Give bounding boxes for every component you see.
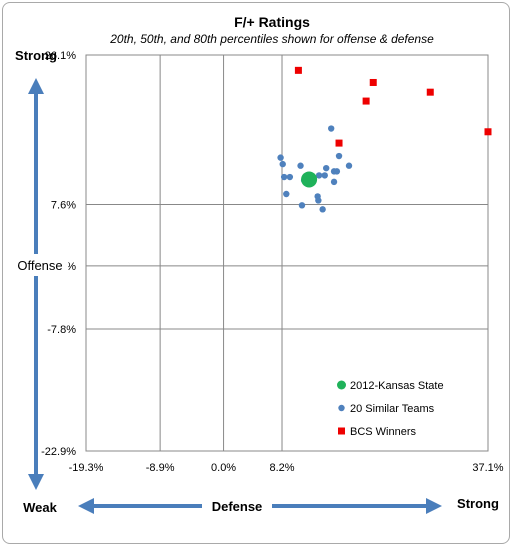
legend-marker-large-circle [337, 380, 346, 390]
x-tick-label: 0.0% [211, 462, 236, 474]
bcs-winner-point [294, 66, 302, 74]
x-tick-label: -19.3% [69, 462, 104, 474]
x-tick-label: -8.9% [146, 462, 175, 474]
x-tick-label: 8.2% [269, 462, 294, 474]
legend-item-bcs-winners: BCS Winners [350, 426, 417, 438]
bcs-winner-point [369, 78, 377, 86]
chart-title: F/+ Ratings [234, 14, 310, 30]
legend: 2012-Kansas State 20 Similar Teams BCS Win… [337, 380, 444, 438]
defense-label-bg [202, 496, 272, 516]
y-tick-label: 26.1% [45, 50, 76, 62]
similar-team-point [315, 197, 322, 204]
similar-team-point [345, 162, 353, 169]
offense-axis-label: Offense [17, 258, 62, 273]
legend-marker-circle [338, 404, 345, 412]
offense-label-bg [12, 254, 68, 276]
similar-team-point [321, 172, 328, 179]
legend-item-similar-teams: 20 Similar Teams [350, 403, 435, 415]
y-tick-label: -7.8% [47, 324, 76, 336]
kansas-state-point [301, 171, 318, 188]
similar-team-point [297, 162, 304, 169]
similar-team-point [330, 178, 338, 186]
similar-team-point [283, 190, 290, 198]
offense-axis-arrow [28, 78, 44, 490]
y-tick-label: 7.6% [51, 200, 76, 212]
legend-item-kansas-state: 2012-Kansas State [350, 380, 444, 392]
weak-label: Weak [23, 500, 57, 515]
similar-team-point [335, 152, 343, 160]
plot-area [85, 54, 489, 452]
similar-team-point [298, 202, 306, 209]
x-tick-label: 37.1% [472, 462, 503, 474]
similar-team-point [277, 154, 284, 161]
legend-marker-square [338, 427, 345, 435]
similar-team-point [286, 173, 294, 181]
offense-strong-label: Strong [15, 48, 57, 63]
chart-subtitle: 20th, 50th, and 80th percentiles shown f… [109, 32, 434, 46]
y-tick-label: -22.9% [41, 446, 76, 458]
bcs-winner-point [335, 139, 343, 147]
gridlines [86, 55, 488, 451]
similar-team-point [319, 206, 326, 213]
similar-team-point [323, 164, 330, 172]
bcs-winner-point [484, 128, 492, 136]
similar-team-point [327, 125, 335, 132]
similar-team-point [280, 173, 288, 181]
data-points [277, 66, 492, 213]
bcs-winner-point [362, 97, 370, 105]
x-tick-labels: -19.3% -8.9% 0.0% 8.2% 37.1% [69, 462, 504, 474]
similar-team-point [333, 168, 341, 175]
defense-strong-label: Strong [457, 496, 499, 511]
similar-team-point [279, 160, 286, 168]
defense-axis-label: Defense [212, 499, 263, 514]
bcs-winner-point [426, 88, 434, 96]
similar-team-point [315, 172, 323, 179]
